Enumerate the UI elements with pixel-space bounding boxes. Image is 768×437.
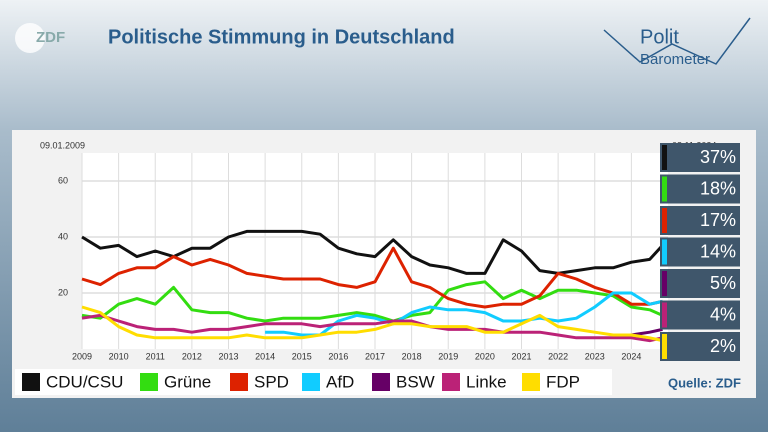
legend-label: Linke xyxy=(466,372,507,391)
current-label: 2% xyxy=(710,336,736,356)
legend-swatch xyxy=(230,373,248,391)
legend-swatch xyxy=(522,373,540,391)
start-date: 09.01.2009 xyxy=(40,140,85,150)
current-strip xyxy=(662,302,667,328)
current-box xyxy=(660,300,740,330)
x-tick-label: 2022 xyxy=(548,351,568,361)
x-tick-label: 2021 xyxy=(511,351,531,361)
legend-label: AfD xyxy=(326,372,354,391)
series-line xyxy=(81,280,664,323)
current-box xyxy=(660,174,740,204)
y-tick-label: 20 xyxy=(58,287,68,297)
current-label: 5% xyxy=(710,273,736,293)
source: Quelle: ZDF xyxy=(668,375,741,390)
x-tick-label: 2024 xyxy=(621,351,641,361)
x-tick-label: 2018 xyxy=(402,351,422,361)
legend-swatch xyxy=(302,373,320,391)
current-strip xyxy=(662,271,667,296)
current-label: 4% xyxy=(710,304,736,324)
x-tick-label: 2016 xyxy=(328,351,348,361)
x-tick-label: 2013 xyxy=(218,351,238,361)
legend-label: FDP xyxy=(546,372,580,391)
brand-top: Polit xyxy=(640,26,679,48)
current-box xyxy=(660,332,740,361)
current-strip xyxy=(662,334,667,359)
legend-label: BSW xyxy=(396,372,435,391)
current-box xyxy=(660,269,740,298)
legend-label: Grüne xyxy=(164,372,211,391)
x-tick-label: 2009 xyxy=(72,351,92,361)
brand-bottom: Barometer xyxy=(640,51,710,68)
x-tick-label: 2012 xyxy=(182,351,202,361)
legend-swatch xyxy=(442,373,460,391)
x-tick-label: 2023 xyxy=(585,351,605,361)
logo-badge xyxy=(15,23,45,53)
series-line xyxy=(81,305,663,343)
current-box xyxy=(660,143,740,172)
legend-label: CDU/CSU xyxy=(46,372,123,391)
current-strip xyxy=(662,208,667,233)
series-line xyxy=(81,229,664,275)
current-box xyxy=(660,206,740,235)
x-tick-label: 2014 xyxy=(255,351,275,361)
current-label: 17% xyxy=(700,210,736,230)
legend-swatch xyxy=(22,373,40,391)
current-strip xyxy=(662,239,667,265)
x-tick-label: 2019 xyxy=(438,351,458,361)
x-tick-label: 2011 xyxy=(146,351,165,361)
current-strip xyxy=(662,145,667,170)
x-tick-label: 2015 xyxy=(292,351,312,361)
legend-swatch xyxy=(140,373,158,391)
brand-line xyxy=(603,17,751,65)
series-line xyxy=(81,313,663,343)
y-tick-label: 60 xyxy=(58,175,68,185)
current-box xyxy=(660,237,740,267)
y-tick-label: 40 xyxy=(58,231,68,241)
series-line xyxy=(81,246,663,309)
current-label: 18% xyxy=(700,178,736,198)
title: Politische Stimmung in Deutschland xyxy=(108,26,455,48)
current-label: 37% xyxy=(700,147,736,167)
x-tick-label: 2020 xyxy=(475,351,495,361)
series-line xyxy=(631,327,663,337)
current-label: 14% xyxy=(700,241,736,261)
legend-label: SPD xyxy=(254,372,289,391)
x-tick-label: 2010 xyxy=(109,351,129,361)
x-tick-label: 2017 xyxy=(365,351,385,361)
current-strip xyxy=(662,176,667,202)
legend-swatch xyxy=(372,373,390,391)
logo: ZDF xyxy=(36,29,65,46)
